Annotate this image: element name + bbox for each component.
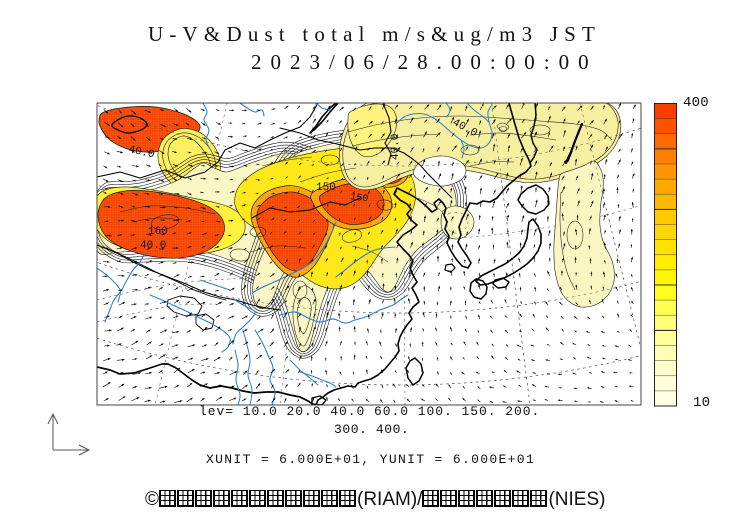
svg-text:150: 150 [349,192,368,205]
svg-text:40.0: 40.0 [390,134,402,160]
svg-text:40.0: 40.0 [140,240,166,252]
svg-text:40.0: 40.0 [127,144,155,161]
svg-text:150: 150 [316,182,336,194]
svg-text:160: 160 [148,226,168,238]
